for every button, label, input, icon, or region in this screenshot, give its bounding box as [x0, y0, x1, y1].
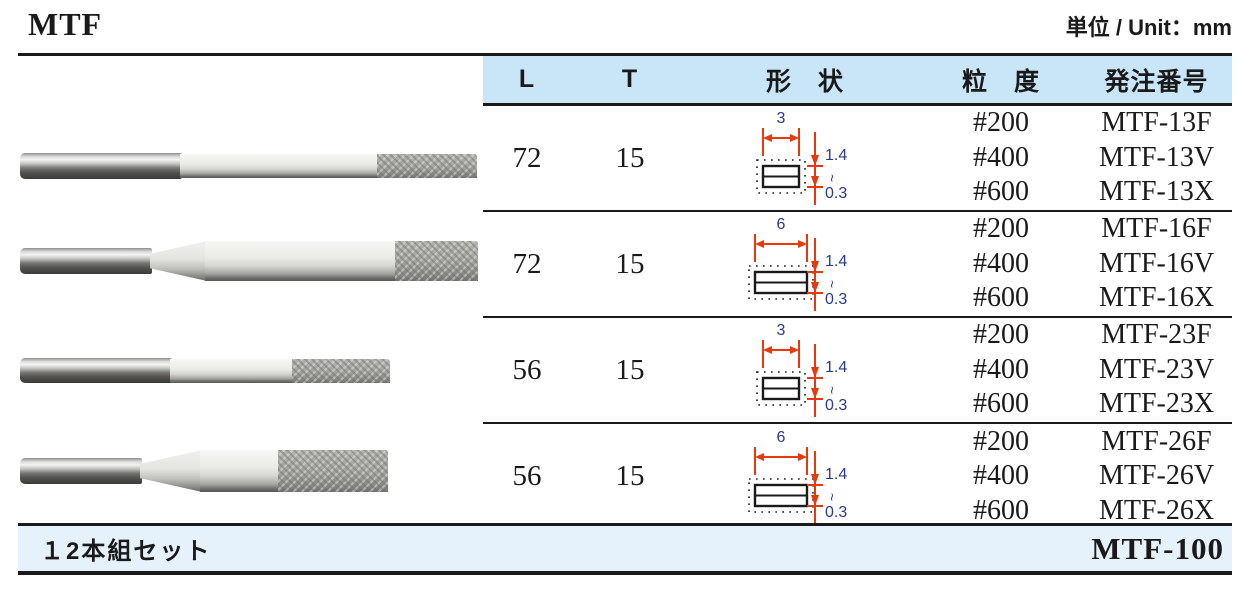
unit-label: 単位 / Unit：mm — [1065, 15, 1232, 40]
thickness-tilde: ~ — [824, 280, 840, 288]
grit-value: #600 — [973, 282, 1029, 314]
shape-cross-section: 3 1.4 ~ 0.3 — [756, 322, 847, 417]
order-number-value: MTF-23F — [1101, 319, 1212, 351]
order-number-value: MTF-13X — [1098, 176, 1215, 208]
width-dimension-label: 3 — [777, 322, 786, 339]
order-number-value: MTF-16X — [1098, 282, 1215, 314]
grit-column: #200 #400 #600 — [921, 318, 1081, 422]
order-column: MTF-13F MTF-13V MTF-13X — [1081, 106, 1232, 210]
top-rule — [18, 53, 1232, 56]
thickness-tilde: ~ — [824, 493, 840, 501]
file-diamond-tip — [278, 450, 388, 492]
width-dimension-label: 6 — [777, 216, 786, 233]
product-photo-file-56-wide — [20, 438, 388, 504]
order-number-value: MTF-16V — [1098, 247, 1215, 279]
set-label: １2本組セット — [40, 538, 212, 565]
grit-value: #400 — [973, 460, 1029, 492]
order-number-value: MTF-23X — [1098, 388, 1215, 420]
grit-value: #200 — [973, 425, 1029, 457]
thickness-max-label: 1.4 — [825, 359, 847, 376]
header-shape: 形 状 — [765, 67, 844, 96]
thickness-value: 15 — [615, 353, 645, 386]
grit-value: #400 — [973, 247, 1029, 279]
shape-cross-section: 6 1.4 ~ 0.3 — [748, 216, 847, 311]
set-order-number: MTF-100 — [1091, 530, 1224, 566]
table-row: 56 15 6 1.4 ~ 0.3 #200 #400 #600 MTF-26F MT… — [483, 424, 1232, 529]
file-shank — [20, 358, 172, 383]
order-number-value: MTF-26V — [1098, 460, 1215, 492]
grit-value: #600 — [973, 494, 1029, 526]
grit-value: #400 — [973, 353, 1029, 385]
thickness-min-label: 0.3 — [825, 504, 847, 521]
file-taper — [150, 241, 207, 281]
table-row: 72 15 3 1.4 ~ 0.3 #200 #400 #600 MTF-13F MT… — [483, 106, 1232, 212]
table-row: 56 15 3 1.4 ~ 0.3 #200 #400 #600 MTF-23F MT… — [483, 318, 1232, 424]
grit-column: #200 #400 #600 — [921, 212, 1081, 316]
shape-cross-section: 3 1.4 ~ 0.3 — [756, 110, 847, 205]
spec-table: L T 形 状 粒 度 発注番号 72 15 3 1.4 ~ 0.3 #200 #… — [483, 56, 1232, 529]
file-shank — [20, 458, 142, 484]
length-value: 56 — [512, 353, 542, 386]
product-photo-file-72-wide — [20, 228, 478, 294]
dotted-outline — [756, 371, 806, 406]
shape-diagram: 6 1.4 ~ 0.3 — [689, 424, 921, 529]
grit-value: #600 — [973, 176, 1029, 208]
file-diamond-tip — [395, 241, 478, 281]
dotted-outline — [756, 159, 806, 194]
thickness-value: 15 — [615, 460, 645, 492]
length-value: 72 — [512, 247, 542, 280]
grit-value: #200 — [973, 213, 1029, 245]
shape-diagram: 3 1.4 ~ 0.3 — [689, 106, 921, 210]
thickness-value: 15 — [615, 247, 645, 280]
shape-cross-section: 6 1.4 ~ 0.3 — [748, 429, 847, 524]
page-title: MTF — [28, 6, 103, 42]
length-value: 72 — [512, 141, 542, 174]
thickness-max-label: 1.4 — [825, 147, 847, 164]
header-grit: 粒 度 — [961, 67, 1040, 96]
header-length: L — [518, 65, 536, 93]
file-diamond-tip — [377, 154, 477, 178]
order-number-value: MTF-16F — [1101, 213, 1212, 245]
grit-column: #200 #400 #600 — [921, 424, 1081, 529]
file-diamond-tip — [292, 359, 390, 383]
grit-value: #200 — [973, 107, 1029, 139]
grit-value: #600 — [973, 388, 1029, 420]
order-number-value: MTF-13V — [1098, 141, 1215, 173]
header-order-number: 発注番号 — [1104, 67, 1209, 96]
file-shank — [20, 248, 152, 274]
order-number-value: MTF-26F — [1101, 425, 1212, 457]
order-column: MTF-23F MTF-23V MTF-23X — [1081, 318, 1232, 422]
width-dimension-label: 6 — [777, 429, 786, 446]
length-value: 56 — [512, 460, 542, 492]
product-photo-file-72-narrow — [20, 144, 477, 188]
thickness-max-label: 1.4 — [825, 253, 847, 270]
file-taper — [140, 450, 202, 492]
shape-diagram: 6 1.4 ~ 0.3 — [689, 212, 921, 316]
order-column: MTF-26F MTF-26V MTF-26X — [1081, 424, 1232, 529]
table-body: 72 15 3 1.4 ~ 0.3 #200 #400 #600 MTF-13F MT… — [483, 106, 1232, 529]
thickness-min-label: 0.3 — [825, 291, 847, 308]
grit-value: #400 — [973, 141, 1029, 173]
thickness-tilde: ~ — [824, 386, 840, 394]
shape-diagram: 3 1.4 ~ 0.3 — [689, 318, 921, 422]
product-photo-file-56-narrow — [20, 346, 390, 394]
order-number-value: MTF-23V — [1098, 353, 1215, 385]
thickness-max-label: 1.4 — [825, 466, 847, 483]
grit-value: #200 — [973, 319, 1029, 351]
grit-column: #200 #400 #600 — [921, 106, 1081, 210]
table-row: 72 15 6 1.4 ~ 0.3 #200 #400 #600 MTF-16F MT… — [483, 212, 1232, 318]
thickness-tilde: ~ — [824, 174, 840, 182]
table-header-row: L T 形 状 粒 度 発注番号 — [483, 56, 1232, 106]
order-number-value: MTF-26X — [1098, 494, 1215, 526]
thickness-value: 15 — [615, 141, 645, 174]
header-thickness: T — [621, 65, 639, 93]
thickness-min-label: 0.3 — [825, 397, 847, 414]
width-dimension-label: 3 — [777, 110, 786, 127]
thickness-min-label: 0.3 — [825, 185, 847, 202]
set-footer-band: １2本組セット MTF-100 — [18, 523, 1232, 575]
file-shank — [20, 153, 182, 179]
order-column: MTF-16F MTF-16V MTF-16X — [1081, 212, 1232, 316]
order-number-value: MTF-13F — [1101, 107, 1212, 139]
